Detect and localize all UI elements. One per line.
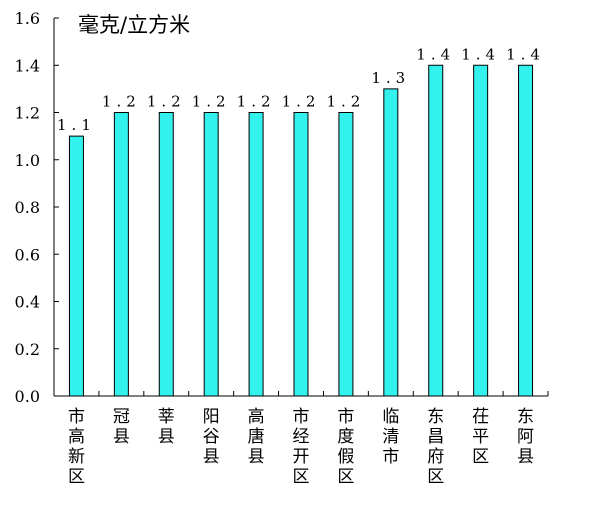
category-label: 冠县 (113, 407, 130, 447)
category-label: 市高新区 (68, 407, 85, 487)
y-tick-label: 0.8 (15, 198, 40, 217)
bars (68, 64, 534, 397)
data-label: 1.4 (506, 45, 545, 63)
data-label: 1.4 (416, 45, 455, 63)
category-label: 高唐县 (248, 407, 265, 467)
y-tick-label: 1.6 (15, 9, 40, 28)
y-axis: 0.0 0.2 0.4 0.6 0.8 1.0 1.2 1.4 1.6 (15, 9, 59, 406)
bar (428, 64, 444, 397)
bar (473, 64, 489, 397)
category-label: 市经开区 (293, 407, 310, 487)
bar (383, 88, 399, 397)
bar (248, 112, 264, 397)
bar (158, 112, 174, 397)
data-label: 1.2 (326, 93, 365, 111)
bar (518, 64, 534, 397)
category-label: 临清市 (382, 407, 399, 467)
category-label: 茌平区 (472, 407, 489, 467)
bar (293, 112, 309, 397)
data-label: 1.2 (192, 93, 231, 111)
y-tick-label: 0.4 (15, 293, 40, 312)
data-label: 1.2 (237, 93, 276, 111)
y-tick-label: 1.2 (15, 104, 40, 123)
data-label: 1.3 (371, 69, 410, 87)
category-label: 东昌府区 (427, 407, 444, 487)
data-label: 1.2 (147, 93, 186, 111)
y-tick-label: 0.6 (15, 245, 40, 264)
y-tick-label: 0.0 (15, 387, 40, 406)
data-label: 1.2 (282, 93, 321, 111)
y-tick-label: 1.0 (15, 151, 40, 170)
data-label: 1.1 (57, 116, 96, 134)
category-label: 阳谷县 (203, 407, 220, 467)
data-label: 1.2 (102, 93, 141, 111)
bar (68, 135, 84, 397)
unit-label: 毫克/立方米 (78, 13, 190, 37)
y-tick-label: 0.2 (15, 340, 40, 359)
bar (203, 112, 219, 397)
category-label: 东阿县 (517, 407, 534, 467)
data-labels: 1.1 1.2 1.2 1.2 1.2 1.2 1.2 1.3 1.4 1.4 1.4 (57, 45, 545, 134)
data-label: 1.4 (461, 45, 500, 63)
bar (113, 112, 129, 397)
category-label: 莘县 (158, 407, 175, 447)
bar (338, 112, 354, 397)
category-label: 市度假区 (337, 407, 354, 487)
y-tick-label: 1.4 (15, 56, 40, 75)
